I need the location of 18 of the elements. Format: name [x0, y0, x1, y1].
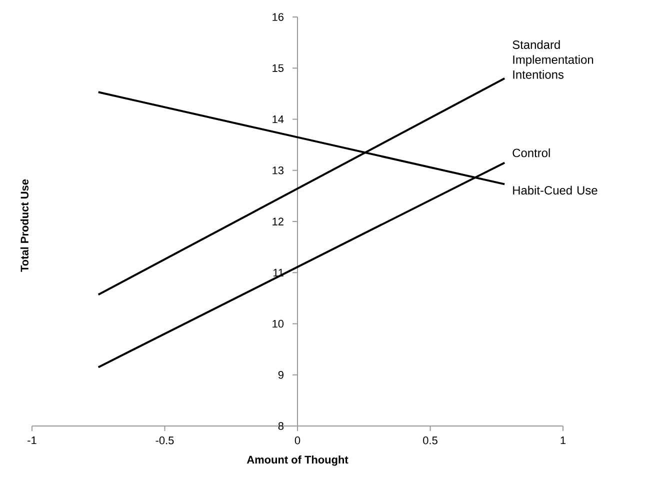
y-tick-label: 9	[278, 371, 284, 379]
x-tick-label: 0.5	[423, 436, 438, 444]
y-tick-label: 15	[272, 64, 284, 72]
y-tick-label: 16	[272, 13, 284, 21]
y-axis-title: Total Product Use	[20, 179, 28, 272]
x-tick-label: -1	[28, 436, 36, 444]
x-tick-label: 0	[294, 436, 300, 444]
y-tick-label: 14	[272, 115, 284, 124]
y-tick-label: 13	[272, 166, 284, 174]
y-tick-label: 8	[278, 422, 284, 430]
y-tick-label: 10	[272, 320, 284, 328]
x-axis-title: Amount of Thought	[246, 456, 348, 466]
x-tick-label: 1	[560, 436, 566, 444]
series-label: Habit-Cued Use	[513, 186, 598, 195]
series-label: Control	[512, 148, 550, 158]
series-label: Standard Implementation Intentions	[512, 40, 594, 79]
y-tick-label: 12	[272, 218, 284, 226]
x-tick-label: -0.5	[156, 436, 174, 444]
